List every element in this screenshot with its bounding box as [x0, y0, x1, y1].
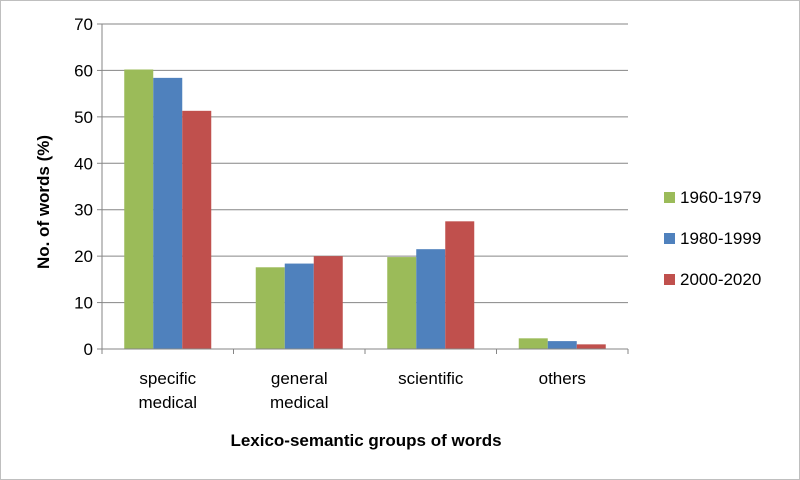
y-tick-label: 10 — [74, 294, 93, 313]
bar-2000-2020-2 — [445, 221, 475, 349]
bar-2000-2020-0 — [182, 110, 212, 349]
y-tick-label: 40 — [74, 154, 93, 173]
legend-swatch-2000-2020 — [664, 274, 675, 285]
x-tick-label: medical — [138, 393, 197, 412]
legend-label: 1980-1999 — [680, 229, 761, 248]
y-tick-label: 30 — [74, 201, 93, 220]
bar-1960-1979-2 — [387, 257, 417, 349]
bars — [124, 69, 606, 349]
y-axis-title: No. of words (%) — [34, 135, 53, 269]
bar-1980-1999-1 — [284, 263, 314, 349]
x-tick-label: others — [539, 369, 586, 388]
bar-2000-2020-1 — [313, 256, 343, 349]
y-tick-label: 60 — [74, 61, 93, 80]
x-tick-labels: specific medical general medical scientific o… — [138, 369, 585, 412]
y-tick-label: 20 — [74, 247, 93, 266]
legend-label: 2000-2020 — [680, 270, 761, 289]
x-tick-label: scientific — [398, 369, 464, 388]
x-tick-label: general — [271, 369, 328, 388]
x-tick-label: medical — [270, 393, 329, 412]
bar-1960-1979-1 — [255, 267, 285, 349]
legend-label: 1960-1979 — [680, 188, 761, 207]
x-axis-title: Lexico-semantic groups of words — [230, 431, 501, 450]
y-tick-labels: 0 10 20 30 40 50 60 70 — [74, 15, 93, 359]
legend-swatch-1980-1999 — [664, 233, 675, 244]
bar-1980-1999-2 — [416, 249, 446, 349]
bar-1980-1999-3 — [547, 341, 577, 349]
y-tick-label: 70 — [74, 15, 93, 34]
bar-1980-1999-0 — [153, 77, 183, 349]
bar-1960-1979-0 — [124, 69, 154, 349]
legend: 1960-1979 1980-1999 2000-2020 — [664, 188, 761, 289]
x-tick-label: specific — [139, 369, 196, 388]
bar-1960-1979-3 — [518, 338, 548, 349]
y-tick-label: 50 — [74, 108, 93, 127]
bar-2000-2020-3 — [576, 344, 606, 349]
y-tick-label: 0 — [84, 340, 93, 359]
legend-swatch-1960-1979 — [664, 192, 675, 203]
